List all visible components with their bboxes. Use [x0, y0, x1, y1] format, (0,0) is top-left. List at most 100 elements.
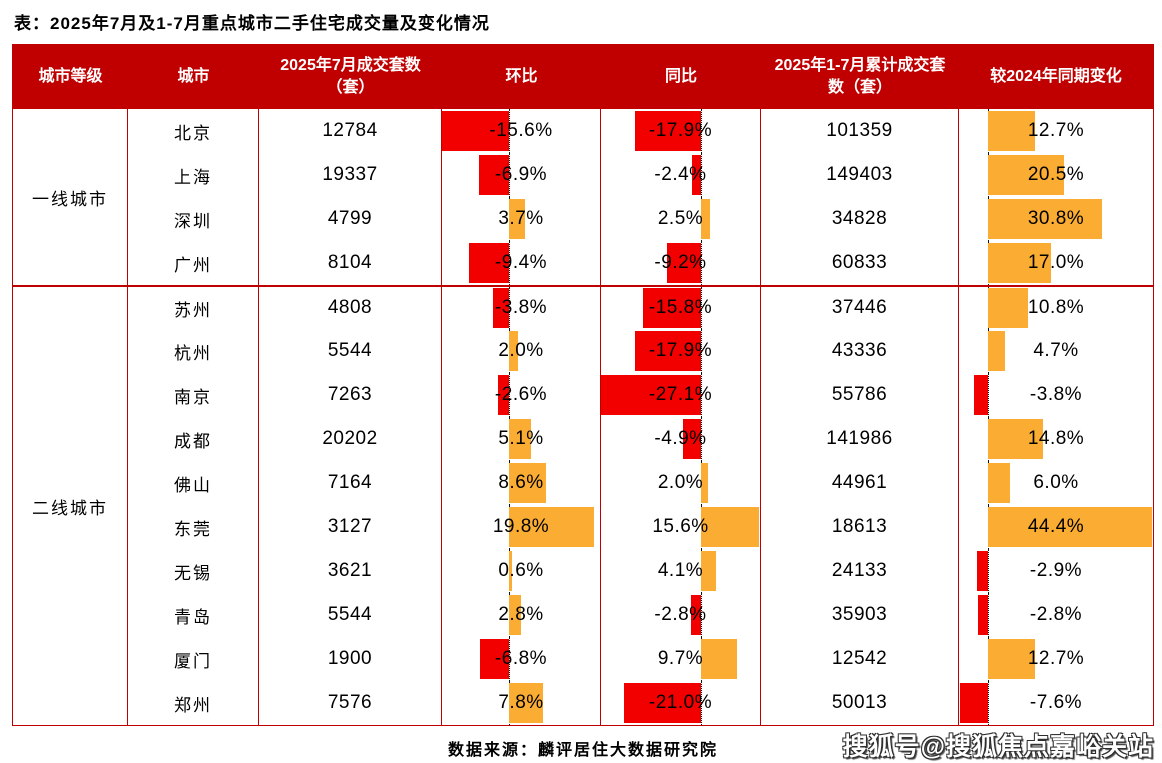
zero-axis-line	[988, 593, 989, 637]
city-cell: 东莞	[128, 505, 259, 549]
mom-value-label: -2.6%	[494, 384, 548, 405]
table-header-row: 城市等级 城市 2025年7月成交套数（套） 环比 同比 2025年1-7月累计…	[13, 45, 1153, 109]
watermark: 搜狐号@搜狐焦点嘉峪关站	[842, 733, 1154, 761]
jul-volume-cell: 5544	[259, 593, 442, 637]
yoy-value-label: -17.9%	[648, 340, 713, 361]
data-bar	[988, 507, 1153, 547]
chg-bar-cell: 44.4%	[959, 505, 1153, 549]
yoy-value-label: 15.6%	[652, 516, 709, 537]
mom-bar-cell: -6.9%	[442, 153, 601, 197]
cum-volume-cell: 18613	[761, 505, 959, 549]
chg-bar-cell: 17.0%	[959, 241, 1153, 285]
jul-volume-cell: 4808	[259, 285, 442, 329]
cum-volume-cell: 34828	[761, 197, 959, 241]
data-bar	[497, 375, 509, 415]
mom-value-label: 0.6%	[498, 560, 544, 581]
chg-value-label: 30.8%	[1027, 208, 1085, 229]
data-bar	[988, 111, 1035, 151]
mom-value-label: -15.6%	[489, 120, 553, 141]
header-cell-mom: 环比	[505, 68, 538, 86]
city-cell: 无锡	[128, 549, 259, 593]
mom-bar-cell: 2.8%	[442, 593, 601, 637]
data-bar	[468, 243, 509, 283]
mom-bar-cell: -9.4%	[442, 241, 601, 285]
yoy-value-label: 4.1%	[657, 560, 704, 581]
data-bar	[509, 463, 546, 503]
jul-volume-cell: 4799	[259, 197, 442, 241]
mom-bar-cell: -6.8%	[442, 637, 601, 681]
cum-volume-cell: 141986	[761, 417, 959, 461]
cum-volume-cell: 37446	[761, 285, 959, 329]
data-bar	[701, 507, 759, 547]
yoy-bar-cell: 9.7%	[601, 637, 761, 681]
jul-volume-cell: 7576	[259, 681, 442, 725]
yoy-bar-cell: -2.8%	[601, 593, 761, 637]
yoy-value-label: -27.1%	[648, 384, 713, 405]
yoy-bar-cell: -9.2%	[601, 241, 761, 285]
zero-axis-line	[701, 593, 702, 637]
jul-volume-cell: 7263	[259, 373, 442, 417]
chg-value-label: 6.0%	[1033, 472, 1079, 493]
yoy-bar-cell: -2.4%	[601, 153, 761, 197]
city-cell: 厦门	[128, 637, 259, 681]
zero-axis-line	[509, 241, 510, 285]
yoy-value-label: -15.8%	[648, 297, 713, 318]
chg-bar-cell: -3.8%	[959, 373, 1153, 417]
data-bar	[509, 199, 525, 239]
header-cell-cum-volume: 2025年1-7月累计成交套数（套）	[774, 57, 946, 96]
data-table: 城市等级 城市 2025年7月成交套数（套） 环比 同比 2025年1-7月累计…	[12, 44, 1154, 726]
chg-value-label: 12.7%	[1027, 120, 1085, 141]
data-bar	[634, 111, 701, 151]
data-bar	[682, 419, 701, 459]
city-cell: 郑州	[128, 681, 259, 725]
jul-volume-cell: 3621	[259, 549, 442, 593]
mom-bar-cell: 8.6%	[442, 461, 601, 505]
chg-value-label: 20.5%	[1027, 164, 1085, 185]
cum-volume-cell: 101359	[761, 109, 959, 153]
city-cell: 苏州	[128, 285, 259, 329]
data-bar	[509, 419, 531, 459]
zero-axis-line	[701, 681, 702, 725]
zero-axis-line	[509, 373, 510, 417]
cum-volume-cell: 12542	[761, 637, 959, 681]
mom-bar-cell: 2.0%	[442, 329, 601, 373]
header-cell-yoy: 同比	[664, 68, 697, 86]
data-bar	[509, 595, 522, 635]
chg-bar-cell: 4.7%	[959, 329, 1153, 373]
data-bar	[701, 463, 709, 503]
yoy-value-label: 2.5%	[657, 208, 704, 229]
zero-axis-line	[988, 681, 989, 725]
chg-value-label: 12.7%	[1027, 648, 1085, 669]
zero-axis-line	[988, 549, 989, 593]
data-bar	[977, 595, 988, 635]
data-bar	[977, 551, 988, 591]
cum-volume-cell: 43336	[761, 329, 959, 373]
chg-value-label: 4.7%	[1033, 340, 1079, 361]
data-bar	[988, 199, 1102, 239]
chg-bar-cell: -7.6%	[959, 681, 1153, 725]
chg-value-label: -2.8%	[1029, 604, 1083, 625]
header-cell-city-tier: 城市等级	[38, 68, 103, 86]
data-bar	[988, 639, 1035, 679]
data-bar	[973, 375, 988, 415]
mom-bar-cell: -3.8%	[442, 285, 601, 329]
data-bar	[634, 331, 701, 371]
mom-bar-cell: -15.6%	[441, 109, 601, 153]
chg-value-label: -2.9%	[1029, 560, 1083, 581]
chg-value-label: -3.8%	[1029, 384, 1083, 405]
mom-value-label: 5.1%	[498, 428, 544, 449]
data-bar	[988, 243, 1051, 283]
chg-value-label: 10.8%	[1027, 297, 1085, 318]
cum-volume-cell: 55786	[761, 373, 959, 417]
cum-volume-cell: 60833	[761, 241, 959, 285]
data-bar	[509, 507, 595, 547]
zero-axis-line	[701, 329, 702, 373]
jul-volume-cell: 1900	[259, 637, 442, 681]
data-bar	[701, 639, 737, 679]
chg-bar-cell: -2.9%	[959, 549, 1153, 593]
yoy-value-label: -17.9%	[648, 120, 713, 141]
zero-axis-line	[509, 637, 510, 681]
city-cell: 佛山	[128, 461, 259, 505]
zero-axis-line	[701, 241, 702, 285]
chg-bar-cell: 20.5%	[959, 153, 1153, 197]
